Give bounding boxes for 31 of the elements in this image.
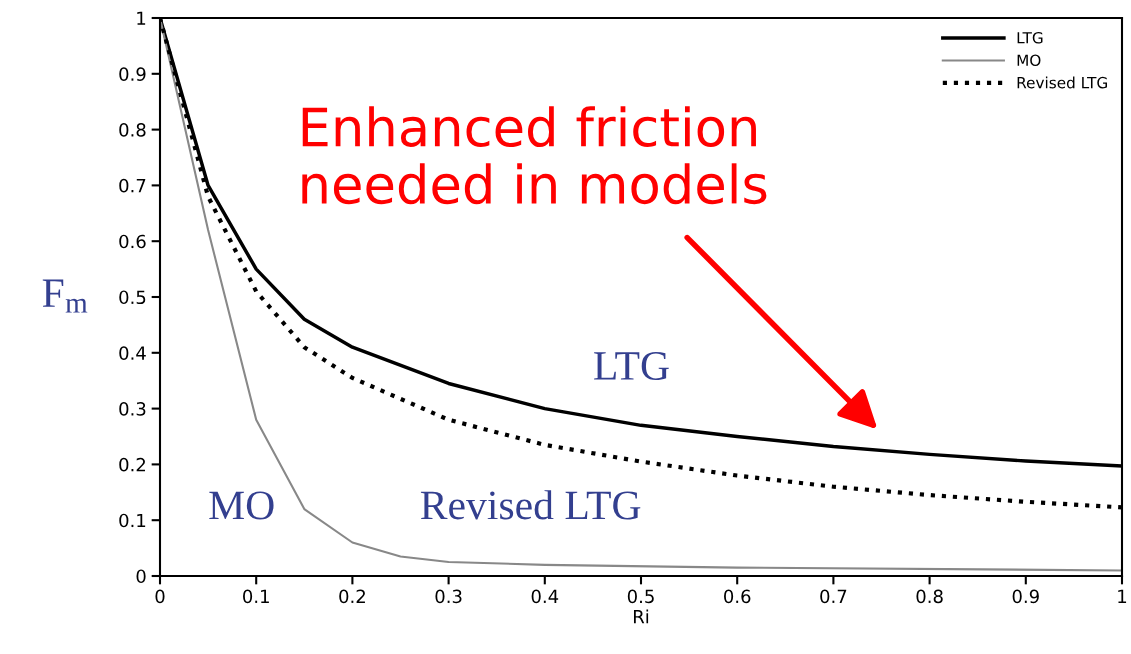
annotation: LTG xyxy=(594,351,669,380)
y-tick-label: 1 xyxy=(137,11,146,25)
annotation: Enhanced friction needed in models xyxy=(302,106,767,205)
x-tick-label: 0.6 xyxy=(724,589,751,604)
y-tick-label: 0.8 xyxy=(119,123,146,137)
x-tick-label: 0 xyxy=(155,589,165,604)
annotation: Revised LTG xyxy=(420,490,641,520)
x-tick-label: 0.4 xyxy=(531,589,559,604)
y-tick-label: 0.4 xyxy=(119,346,146,360)
x-tick-label: 0.5 xyxy=(627,589,654,604)
y-tick-label: 0.9 xyxy=(119,67,146,81)
x-tick-label: 0.9 xyxy=(1012,589,1039,604)
y-tick-label: 0.1 xyxy=(119,513,146,528)
y-axis-title: F$_{m}$ xyxy=(42,279,88,313)
y-tick-label: 0.5 xyxy=(119,290,146,305)
annotation: MO xyxy=(209,491,274,520)
x-tick-label: 0.2 xyxy=(339,589,365,604)
legend-label: Revised LTG xyxy=(1017,76,1107,89)
y-tick-label: 0.7 xyxy=(119,178,146,193)
y-tick-label: 0.6 xyxy=(119,234,146,249)
y-tick-label: 0 xyxy=(136,569,146,584)
y-tick-label: 0.3 xyxy=(119,402,146,416)
x-tick-label: 0.3 xyxy=(435,589,462,604)
legend-label: LTG xyxy=(1017,32,1043,44)
x-tick-label: 0.7 xyxy=(820,589,847,604)
x-tick-label: 0.1 xyxy=(243,589,269,604)
y-tick-label: 0.2 xyxy=(119,457,145,472)
x-tick-label: 0.8 xyxy=(916,589,943,604)
x-tick-label: 1 xyxy=(1118,589,1127,603)
legend-label: MO xyxy=(1017,54,1041,66)
x-axis-title: Ri xyxy=(633,609,649,624)
